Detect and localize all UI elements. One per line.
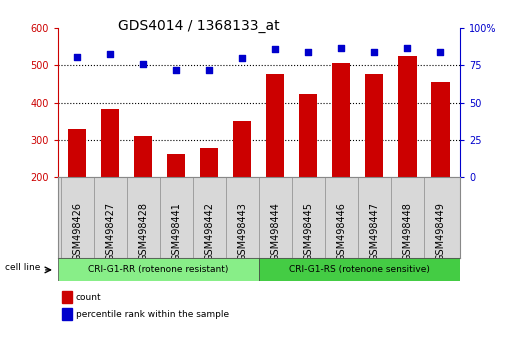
- Text: CRI-G1-RS (rotenone sensitive): CRI-G1-RS (rotenone sensitive): [289, 266, 430, 274]
- Point: [172, 67, 180, 73]
- Bar: [366, 74, 383, 251]
- Point: [436, 49, 445, 55]
- Point: [271, 46, 280, 52]
- Point: [304, 49, 313, 55]
- Bar: [399, 56, 416, 251]
- Bar: [299, 95, 317, 251]
- Text: cell line: cell line: [5, 263, 41, 272]
- Bar: [62, 308, 72, 320]
- Point: [370, 49, 379, 55]
- Bar: [266, 74, 285, 251]
- Text: count: count: [76, 293, 101, 302]
- Bar: [69, 129, 86, 251]
- Bar: [332, 63, 350, 251]
- Bar: [58, 258, 259, 281]
- Bar: [200, 148, 219, 251]
- Bar: [233, 121, 252, 251]
- Point: [205, 67, 213, 73]
- Point: [403, 45, 412, 51]
- Point: [73, 54, 82, 59]
- Bar: [431, 82, 449, 251]
- Point: [337, 45, 346, 51]
- Text: percentile rank within the sample: percentile rank within the sample: [76, 310, 229, 319]
- Bar: [259, 258, 460, 281]
- Bar: [101, 109, 119, 251]
- Bar: [134, 136, 152, 251]
- Bar: [167, 154, 186, 251]
- Bar: [62, 291, 72, 303]
- Text: CRI-G1-RR (rotenone resistant): CRI-G1-RR (rotenone resistant): [88, 266, 229, 274]
- Text: GDS4014 / 1368133_at: GDS4014 / 1368133_at: [118, 19, 280, 34]
- Point: [139, 61, 147, 67]
- Point: [106, 51, 115, 56]
- Point: [238, 55, 246, 61]
